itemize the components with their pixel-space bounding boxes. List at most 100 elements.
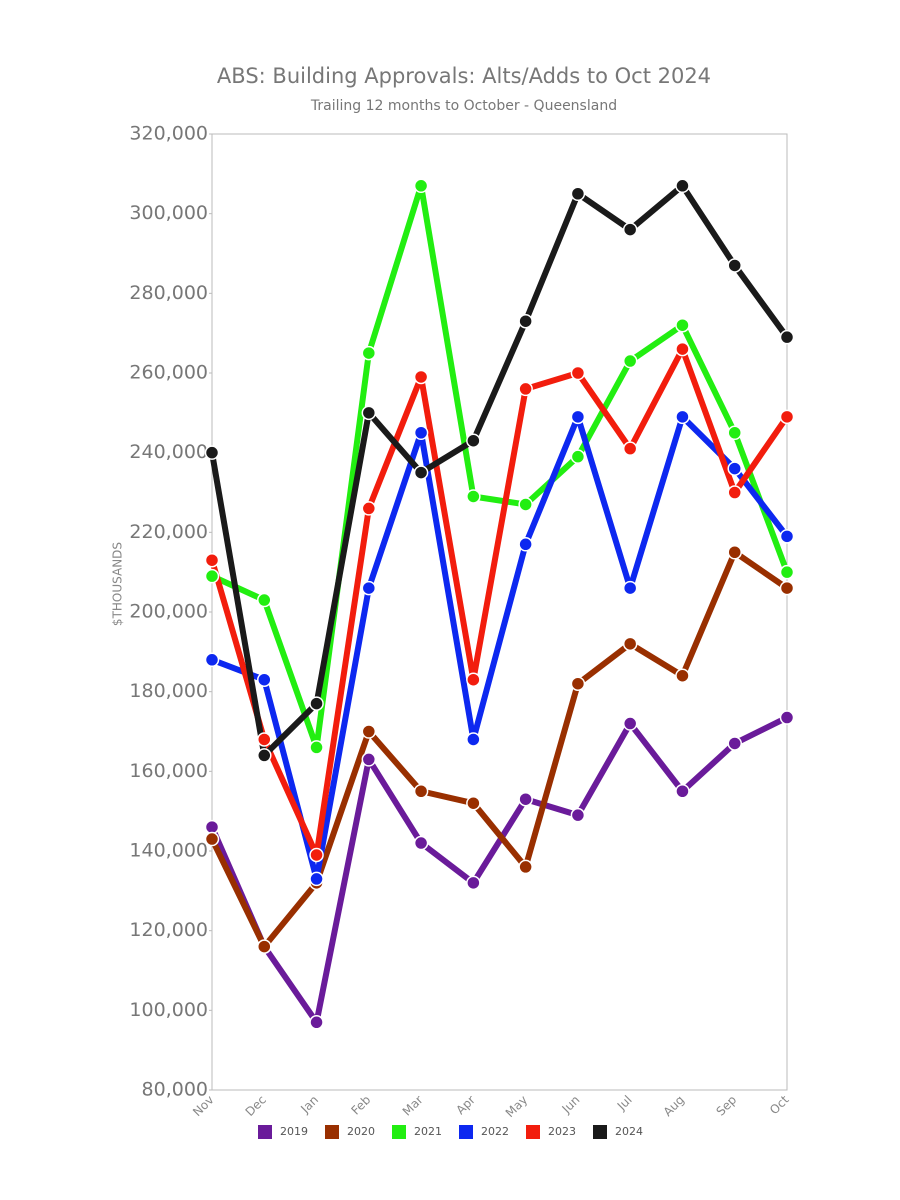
data-point bbox=[727, 736, 742, 751]
chart-subtitle: Trailing 12 months to October - Queensla… bbox=[310, 98, 617, 114]
y-tick-label: 180,000 bbox=[129, 680, 208, 702]
chart-title: ABS: Building Approvals: Alts/Adds to Oc… bbox=[217, 64, 711, 88]
data-point bbox=[779, 529, 795, 544]
data-point bbox=[518, 859, 533, 875]
data-point bbox=[466, 732, 481, 747]
y-tick-label: 140,000 bbox=[129, 840, 208, 862]
data-point bbox=[361, 724, 377, 739]
data-point bbox=[675, 178, 690, 194]
data-point bbox=[518, 497, 533, 512]
series-line bbox=[209, 549, 789, 950]
data-point bbox=[779, 564, 795, 580]
legend-label: 2024 bbox=[615, 1125, 643, 1138]
data-point bbox=[518, 791, 533, 807]
plot-frame bbox=[211, 133, 788, 1091]
data-point bbox=[779, 409, 795, 425]
data-point bbox=[361, 580, 377, 596]
data-point bbox=[779, 580, 795, 596]
series-line bbox=[210, 413, 790, 882]
legend-label: 2023 bbox=[548, 1125, 576, 1138]
data-point bbox=[727, 425, 742, 440]
data-point bbox=[518, 537, 533, 552]
data-point bbox=[204, 652, 220, 668]
data-point bbox=[413, 784, 429, 799]
y-tick-label: 220,000 bbox=[129, 521, 208, 543]
legend-swatch bbox=[526, 1125, 540, 1139]
data-point bbox=[361, 405, 377, 421]
data-point bbox=[309, 1015, 324, 1030]
data-point bbox=[675, 784, 690, 799]
y-tick-label: 300,000 bbox=[129, 202, 208, 224]
x-tick-label: Mar bbox=[400, 1093, 426, 1119]
data-point bbox=[361, 345, 377, 361]
x-tick-label: Jul bbox=[614, 1093, 635, 1114]
legend-label: 2022 bbox=[481, 1125, 509, 1138]
data-point bbox=[518, 313, 533, 329]
data-point bbox=[779, 710, 795, 725]
data-point bbox=[204, 445, 220, 460]
data-point bbox=[309, 871, 324, 887]
data-point bbox=[622, 636, 638, 652]
y-tick-label: 200,000 bbox=[129, 601, 208, 623]
legend-swatch bbox=[325, 1125, 339, 1139]
x-tick-label: Oct bbox=[767, 1092, 792, 1117]
data-point bbox=[675, 409, 690, 425]
data-point bbox=[622, 353, 638, 369]
data-point bbox=[413, 425, 429, 440]
data-point bbox=[309, 847, 324, 863]
legend-label: 2021 bbox=[414, 1125, 442, 1138]
legend-swatch bbox=[392, 1125, 406, 1139]
x-tick-label: Sep bbox=[713, 1093, 739, 1119]
data-point bbox=[622, 222, 638, 237]
y-tick-label: 280,000 bbox=[129, 282, 208, 304]
data-point bbox=[257, 672, 272, 687]
data-point bbox=[413, 465, 429, 480]
data-point bbox=[570, 409, 586, 425]
data-point bbox=[570, 186, 586, 201]
data-point bbox=[727, 461, 742, 476]
legend-swatch bbox=[258, 1125, 272, 1139]
y-tick-label: 100,000 bbox=[129, 999, 208, 1021]
y-tick-label: 320,000 bbox=[129, 123, 208, 145]
data-point bbox=[204, 819, 220, 835]
data-point bbox=[570, 807, 586, 823]
data-point bbox=[257, 732, 272, 747]
y-tick-label: 260,000 bbox=[129, 362, 208, 384]
y-tick-label: 80,000 bbox=[142, 1079, 208, 1101]
y-tick-label: 160,000 bbox=[129, 760, 208, 782]
legend-swatch bbox=[593, 1125, 607, 1139]
data-point bbox=[727, 258, 742, 273]
data-point bbox=[675, 341, 690, 357]
data-point bbox=[570, 676, 586, 691]
data-point bbox=[257, 939, 272, 954]
series-line bbox=[209, 714, 789, 1026]
x-tick-label: Jan bbox=[297, 1093, 321, 1117]
data-point bbox=[727, 485, 742, 500]
data-point bbox=[779, 329, 795, 345]
data-point bbox=[622, 441, 638, 456]
legend-swatch bbox=[459, 1125, 473, 1139]
y-axis-label: $THOUSANDS bbox=[111, 542, 125, 626]
data-point bbox=[204, 568, 220, 584]
legend-label: 2020 bbox=[347, 1125, 375, 1138]
series-line bbox=[210, 182, 790, 751]
data-point bbox=[466, 433, 481, 448]
data-point bbox=[257, 592, 272, 608]
data-point bbox=[361, 752, 377, 767]
data-point bbox=[413, 369, 429, 385]
data-point bbox=[622, 580, 638, 596]
x-tick-label: Aug bbox=[661, 1093, 687, 1119]
data-point bbox=[675, 317, 690, 333]
data-point bbox=[309, 696, 324, 711]
x-tick-label: Jun bbox=[559, 1093, 583, 1117]
y-tick-label: 240,000 bbox=[129, 441, 208, 463]
data-point bbox=[204, 831, 220, 847]
data-point bbox=[466, 672, 481, 687]
data-point bbox=[466, 489, 481, 504]
data-point bbox=[257, 748, 272, 763]
y-tick-label: 120,000 bbox=[129, 919, 208, 941]
data-point bbox=[361, 501, 377, 516]
data-point bbox=[413, 178, 429, 194]
data-point bbox=[466, 875, 481, 891]
